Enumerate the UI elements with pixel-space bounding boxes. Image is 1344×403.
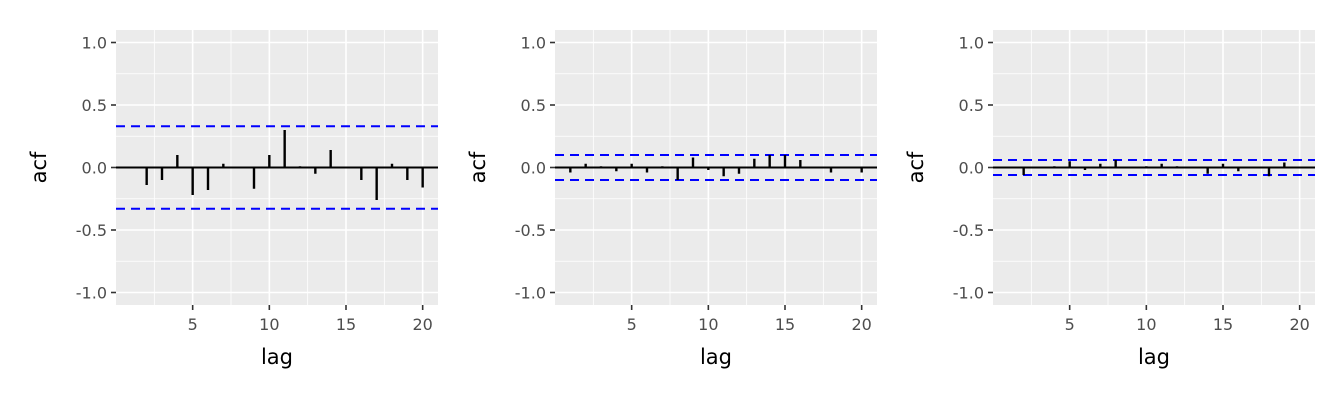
y-axis-title: acf — [466, 151, 490, 183]
x-tick-label: 10 — [698, 315, 718, 334]
x-tick-label: 20 — [851, 315, 871, 334]
x-tick-label: 5 — [627, 315, 637, 334]
x-axis-title: lag — [700, 345, 732, 369]
x-tick-label: 5 — [188, 315, 198, 334]
y-tick-label: -1.0 — [76, 284, 107, 303]
y-tick-label: -0.5 — [953, 221, 984, 240]
y-tick-label: 1.0 — [521, 34, 546, 53]
y-tick-label: -0.5 — [76, 221, 107, 240]
y-tick-label: -1.0 — [515, 284, 546, 303]
y-tick-label: 0.5 — [521, 96, 546, 115]
y-tick-label: 1.0 — [82, 34, 107, 53]
x-tick-label: 15 — [1213, 315, 1233, 334]
x-tick-label: 10 — [1136, 315, 1156, 334]
x-tick-label: 20 — [412, 315, 432, 334]
y-axis-title: acf — [27, 151, 51, 183]
x-tick-label: 5 — [1065, 315, 1075, 334]
y-tick-label: -0.5 — [515, 221, 546, 240]
y-axis-title: acf — [904, 151, 928, 183]
acf-panel-3: -1.0 -0.5 0.0 0.5 1.0 5 10 15 20 lag acf — [904, 30, 1315, 369]
acf-panel-2: -1.0 -0.5 0.0 0.5 1.0 5 10 15 20 lag acf — [466, 30, 877, 369]
y-tick-label: 0.0 — [82, 159, 107, 178]
x-tick-label: 20 — [1289, 315, 1309, 334]
x-tick-label: 15 — [775, 315, 795, 334]
y-tick-label: 0.5 — [82, 96, 107, 115]
acf-panel-1: -1.0 -0.5 0.0 0.5 1.0 5 10 15 20 lag acf — [27, 30, 438, 369]
y-tick-label: 0.0 — [521, 159, 546, 178]
y-tick-label: 1.0 — [959, 34, 984, 53]
y-tick-label: 0.0 — [959, 159, 984, 178]
x-axis-title: lag — [1138, 345, 1170, 369]
x-tick-label: 15 — [336, 315, 356, 334]
y-tick-label: -1.0 — [953, 284, 984, 303]
y-tick-label: 0.5 — [959, 96, 984, 115]
x-axis-title: lag — [261, 345, 293, 369]
x-tick-label: 10 — [259, 315, 279, 334]
